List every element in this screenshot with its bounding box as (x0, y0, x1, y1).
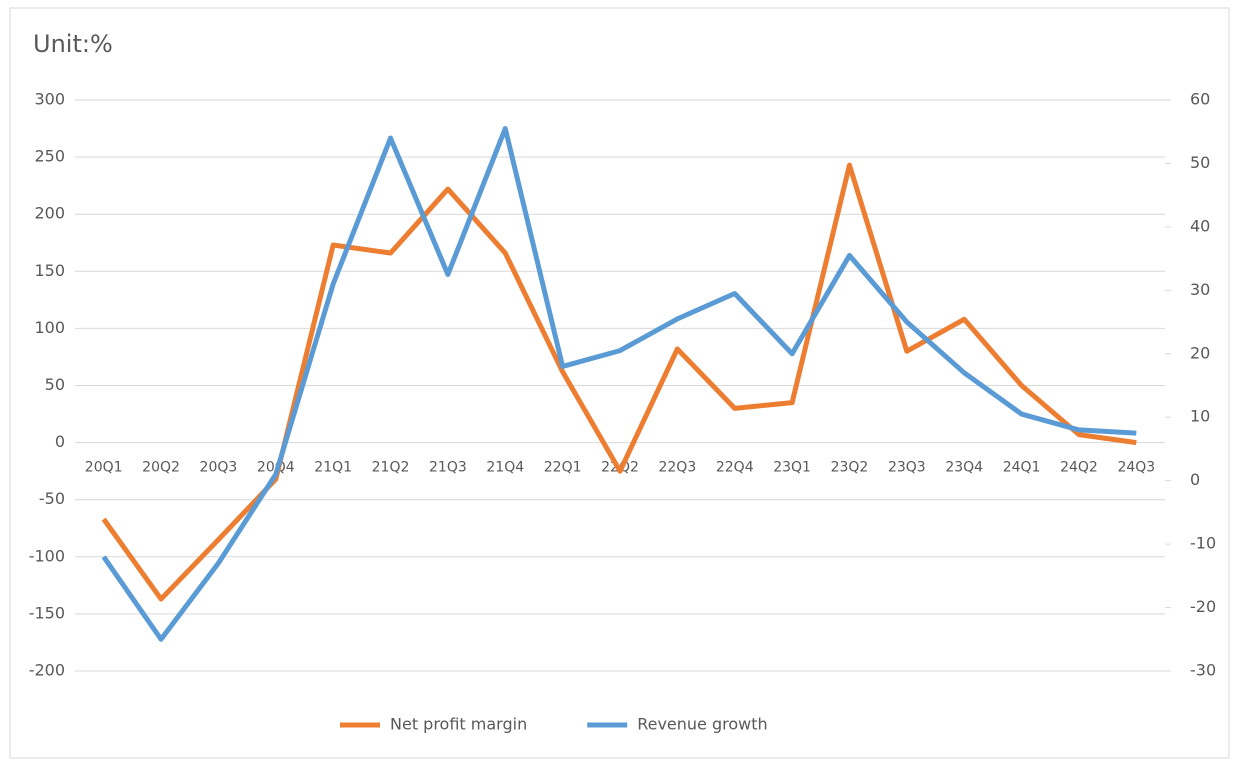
y2-tick-label: 40 (1190, 216, 1210, 235)
y-tick-label: 100 (34, 318, 65, 337)
x-tick-label: 23Q4 (945, 460, 983, 476)
legend-label: Revenue growth (637, 715, 767, 734)
x-tick-label: 20Q3 (200, 460, 238, 476)
chart-title: Unit:% (33, 30, 113, 58)
x-tick-label: 21Q2 (372, 460, 410, 476)
y2-tick-label: 10 (1190, 407, 1210, 426)
series-line (101, 162, 1137, 602)
y-tick-label: 150 (34, 261, 65, 280)
x-tick-label: 22Q4 (716, 460, 754, 476)
x-tick-label: 23Q2 (831, 460, 869, 476)
y-tick-label: -50 (39, 489, 65, 508)
x-tick-label: 22Q3 (658, 460, 696, 476)
y-tick-label: 200 (34, 204, 65, 223)
y-tick-label: 300 (34, 90, 65, 109)
x-tick-label: 24Q1 (1003, 460, 1041, 476)
y2-tick-label: -20 (1190, 597, 1216, 616)
y2-tick-label: 0 (1190, 470, 1200, 489)
y-tick-label: -200 (29, 661, 65, 680)
x-tick-label: 24Q3 (1117, 460, 1155, 476)
y-tick-label: -150 (29, 603, 65, 622)
y2-tick-label: 60 (1190, 90, 1210, 109)
x-tick-label: 21Q3 (429, 460, 467, 476)
y2-tick-label: 50 (1190, 153, 1210, 172)
x-tick-label: 21Q4 (486, 460, 524, 476)
x-tick-label: 22Q1 (544, 460, 582, 476)
x-tick-label: 20Q2 (142, 460, 180, 476)
series-line (101, 126, 1137, 642)
y2-tick-label: 30 (1190, 280, 1210, 299)
x-tick-label: 24Q2 (1060, 460, 1098, 476)
x-tick-label: 20Q1 (85, 460, 123, 476)
legend-label: Net profit margin (390, 715, 527, 734)
y2-tick-label: -30 (1190, 661, 1216, 680)
y2-tick-label: -10 (1190, 534, 1216, 553)
y-tick-label: 0 (55, 432, 65, 451)
x-tick-label: 23Q1 (773, 460, 811, 476)
y-tick-label: -100 (29, 546, 65, 565)
y-tick-label: 50 (45, 375, 65, 394)
y-tick-label: 250 (34, 147, 65, 166)
y2-tick-label: 20 (1190, 343, 1210, 362)
x-tick-label: 23Q3 (888, 460, 926, 476)
x-tick-label: 21Q1 (314, 460, 352, 476)
chart-frame (9, 7, 1230, 759)
